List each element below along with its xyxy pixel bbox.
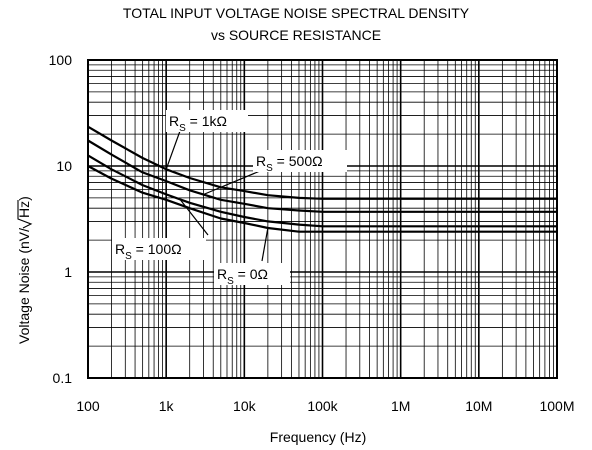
series-line-2: [87, 154, 557, 228]
annotation-leader: [179, 198, 209, 236]
series-line-1: [87, 139, 557, 213]
annotation-leader: [261, 227, 269, 262]
sqrt-sign: [17, 200, 33, 229]
chart-title: TOTAL INPUT VOLTAGE NOISE SPECTRAL DENSI…: [122, 5, 470, 21]
y-tick-label: 1: [64, 264, 72, 280]
series-line-0: [87, 125, 557, 200]
x-tick-label: 10k: [233, 398, 257, 414]
x-tick-label: 10M: [465, 398, 492, 414]
annotation-label: RS = 500Ω: [256, 153, 323, 174]
y-axis-label-prefix: Voltage Noise (nV/: [16, 228, 32, 344]
series-layer: [87, 125, 557, 233]
y-tick-labels: 0.1 1 10 100: [49, 52, 73, 386]
y-axis-label-radicand: Hz: [16, 201, 32, 218]
plot-frame: [87, 59, 558, 379]
svg-text:Hz): Hz): [16, 196, 32, 218]
annotation-label: RS = 1kΩ: [169, 113, 227, 134]
series-line-3: [87, 165, 557, 233]
annotation-leader: [203, 170, 261, 196]
y-axis-label: Voltage Noise (nV/ Hz): [16, 196, 33, 344]
y-tick-label: 0.1: [53, 370, 73, 386]
y-tick-label: 100: [49, 52, 73, 68]
annotation-leader: [165, 130, 181, 170]
chart-subtitle: vs SOURCE RESISTANCE: [210, 27, 382, 43]
x-axis-label: Frequency (Hz): [270, 429, 366, 445]
annotation-label-bg: [253, 150, 347, 172]
y-axis-label-suffix: ): [16, 196, 32, 201]
x-tick-label: 100k: [307, 398, 338, 414]
svg-text:Voltage Noise (nV/: Voltage Noise (nV/: [16, 228, 32, 344]
annotation-layer: RS = 1kΩ RS = 500Ω RS = 100Ω RS = 0Ω: [112, 110, 347, 287]
annotation-label-bg: [112, 238, 206, 260]
x-tick-label: 1M: [391, 398, 410, 414]
annotation-label: RS = 0Ω: [217, 266, 268, 287]
y-tick-label: 10: [56, 158, 72, 174]
x-tick-label: 100: [76, 398, 100, 414]
annotation-label-bg: [166, 110, 248, 132]
annotation-label: RS = 100Ω: [115, 241, 182, 262]
x-tick-label: 100M: [539, 398, 574, 414]
x-tick-label: 1k: [159, 398, 175, 414]
annotation-label-bg: [214, 263, 290, 285]
x-tick-labels: 100 1k 10k 100k 1M 10M 100M: [76, 398, 574, 414]
